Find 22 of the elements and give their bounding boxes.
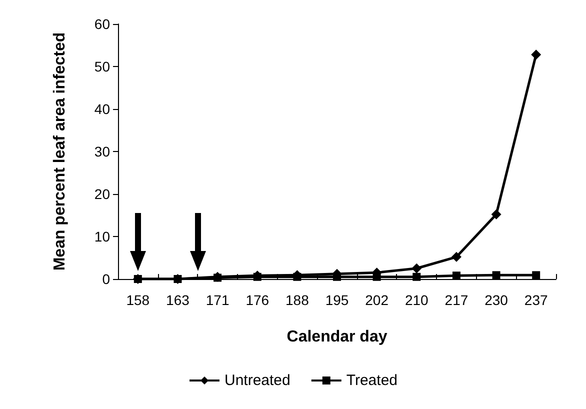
y-axis-title: Mean percent leaf area infected [52,32,68,271]
x-tick-label: 158 [126,292,150,308]
x-tick-label: 188 [286,292,310,308]
x-tick-label: 202 [365,292,389,308]
x-tick-label: 217 [444,292,468,308]
x-tick-label: 210 [404,292,429,308]
y-tick-label: 40 [94,101,110,117]
legend-label: Treated [346,372,398,389]
y-tick-label: 10 [94,228,110,244]
y-tick-label: 0 [102,271,110,287]
x-tick-label: 230 [484,292,508,308]
legend-label: Untreated [224,372,290,389]
x-tick-label: 163 [166,292,190,308]
y-tick-label: 50 [94,58,110,74]
x-tick-label: 237 [524,292,548,308]
x-tick-label: 176 [246,292,270,308]
y-tick-label: 60 [94,16,110,32]
y-tick-label: 30 [94,144,110,160]
y-tick-label: 20 [94,186,110,202]
x-axis-title: Calendar day [286,328,388,346]
x-tick-label: 171 [206,292,230,308]
x-tick-label: 195 [325,292,349,308]
